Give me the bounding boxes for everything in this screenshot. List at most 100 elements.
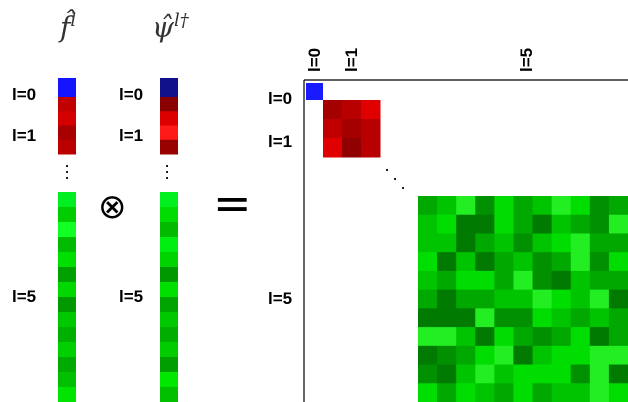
f-hat-header: f̂l <box>60 12 76 41</box>
f-hat-cell-l1 <box>58 139 76 155</box>
matrix-block-l5-cell <box>551 289 572 309</box>
matrix-block-l5-cell <box>494 383 514 402</box>
matrix-block-l5-cell <box>570 345 591 366</box>
matrix-block-l5-cell <box>570 196 591 216</box>
matrix-block-l5-cell <box>494 233 514 253</box>
matrix-block-l5-cell <box>532 383 553 402</box>
f-hat-cell-l1 <box>58 97 76 112</box>
matrix-block-l5-cell <box>608 364 628 384</box>
psi-hat-cell-l5 <box>160 342 178 358</box>
matrix-block-l5-cell <box>475 252 495 272</box>
matrix-block-l1-cell <box>361 138 381 158</box>
matrix-block-l5-cell <box>437 270 457 291</box>
matrix-block-l5-cell <box>418 383 438 402</box>
matrix-block-l5-cell <box>551 270 572 291</box>
matrix-block-l5-cell <box>608 196 628 216</box>
psi-hat-cell-l5 <box>160 267 178 283</box>
matrix-block-l5-cell <box>513 345 534 366</box>
matrix-block-l5-cell <box>589 289 610 309</box>
psi-hat-cell-l1 <box>160 97 178 112</box>
matrix-block-l5-cell <box>456 327 476 347</box>
f-hat-cell-l5 <box>58 282 76 298</box>
matrix-block-l5-cell <box>608 327 628 347</box>
matrix-block-l5-cell <box>589 233 610 253</box>
matrix-block-l5-cell <box>437 364 457 384</box>
f-hat-cell-l5 <box>58 222 76 238</box>
matrix-block-l5-cell <box>437 289 457 309</box>
f-hat-cell-l5 <box>58 372 76 388</box>
matrix-block-l5-cell <box>418 196 438 216</box>
matrix-block-l5-cell <box>475 233 495 253</box>
matrix-block-l5-cell <box>456 345 476 366</box>
psi-hat-cell-l5 <box>160 357 178 373</box>
matrix-block-l5-cell <box>494 270 514 291</box>
matrix-block-l5-cell <box>456 383 476 402</box>
matrix-block-l5-cell <box>589 196 610 216</box>
psi-hat-cell-l0 <box>160 78 178 97</box>
matrix-block-l5-cell <box>475 308 495 328</box>
psi-hat-superscript: l† <box>173 10 189 31</box>
matrix-block-l5-cell <box>418 327 438 347</box>
matrix-block-l5-cell <box>532 233 553 253</box>
matrix-block-l5-cell <box>437 214 457 234</box>
matrix-block-l5-cell <box>475 214 495 234</box>
matrix-block-l5-cell <box>418 233 438 253</box>
matrix-block-l5-cell <box>418 270 438 291</box>
psi-hat-cell-l5 <box>160 192 178 208</box>
f-hat-cell-l5 <box>58 342 76 358</box>
matrix-row-label-l1: l=1 <box>268 132 293 151</box>
matrix-block-l5-cell <box>608 289 628 309</box>
matrix-block-l5-cell <box>513 196 534 216</box>
matrix-block-l5-cell <box>608 345 628 366</box>
f-label-l0: l=0 <box>12 85 37 104</box>
psi-hat-symbol: ψ̂ <box>152 10 174 44</box>
matrix-block-l5-cell <box>456 289 476 309</box>
matrix-block-l5-cell <box>589 308 610 328</box>
matrix-block-l5-cell <box>551 327 572 347</box>
matrix-block-l5-cell <box>551 252 572 272</box>
matrix-block-l5-cell <box>437 196 457 216</box>
matrix-block-l5-cell <box>418 214 438 234</box>
psi-hat-cell-l5 <box>160 207 178 223</box>
matrix-block-l5-cell <box>494 196 514 216</box>
matrix-block-l5-cell <box>437 233 457 253</box>
matrix-block-l5-cell <box>418 252 438 272</box>
matrix-block-l5-cell <box>551 364 572 384</box>
matrix-block-l5-cell <box>513 289 534 309</box>
matrix-block-l5-cell <box>513 383 534 402</box>
matrix-block-l5-cell <box>437 252 457 272</box>
psi-hat-header: ψ̂l† <box>152 12 189 41</box>
tensor-product-symbol: ⊗ <box>98 187 127 227</box>
matrix-block-l1-cell <box>323 119 343 139</box>
matrix-block-l5-cell <box>608 214 628 234</box>
matrix-block-l5-cell <box>532 345 553 366</box>
f-vdots: ... <box>65 155 69 182</box>
matrix-block-l5-cell <box>475 364 495 384</box>
matrix-block-l5-cell <box>589 345 610 366</box>
matrix-block-l1-cell <box>361 119 381 139</box>
matrix-block-l5-cell <box>570 289 591 309</box>
matrix-block-l5-cell <box>475 345 495 366</box>
matrix-block-l5-cell <box>494 327 514 347</box>
matrix-block-l5-cell <box>532 196 553 216</box>
matrix-ddots-2: . <box>393 168 397 183</box>
matrix-block-l5-cell <box>456 214 476 234</box>
psi-hat-cell-l5 <box>160 372 178 388</box>
matrix-block-l5-cell <box>570 327 591 347</box>
psi-label-l1: l=1 <box>119 126 144 145</box>
matrix-block-l5-cell <box>456 233 476 253</box>
matrix-block-l1-cell <box>361 100 381 120</box>
matrix-block-l5-cell <box>589 364 610 384</box>
matrix-block-l5-cell <box>551 233 572 253</box>
matrix-block-l5-cell <box>513 270 534 291</box>
psi-hat-cell-l5 <box>160 327 178 343</box>
matrix-block-l1-cell <box>342 119 362 139</box>
matrix-block-l1-cell <box>342 100 362 120</box>
matrix-block-l5-cell <box>437 345 457 366</box>
matrix-block-l5-cell <box>513 214 534 234</box>
f-hat-cell-l1 <box>58 125 76 141</box>
matrix-block-l5-cell <box>437 308 457 328</box>
matrix-block-l5-cell <box>513 327 534 347</box>
matrix-block-l5-cell <box>551 383 572 402</box>
matrix-block-l5-cell <box>570 233 591 253</box>
